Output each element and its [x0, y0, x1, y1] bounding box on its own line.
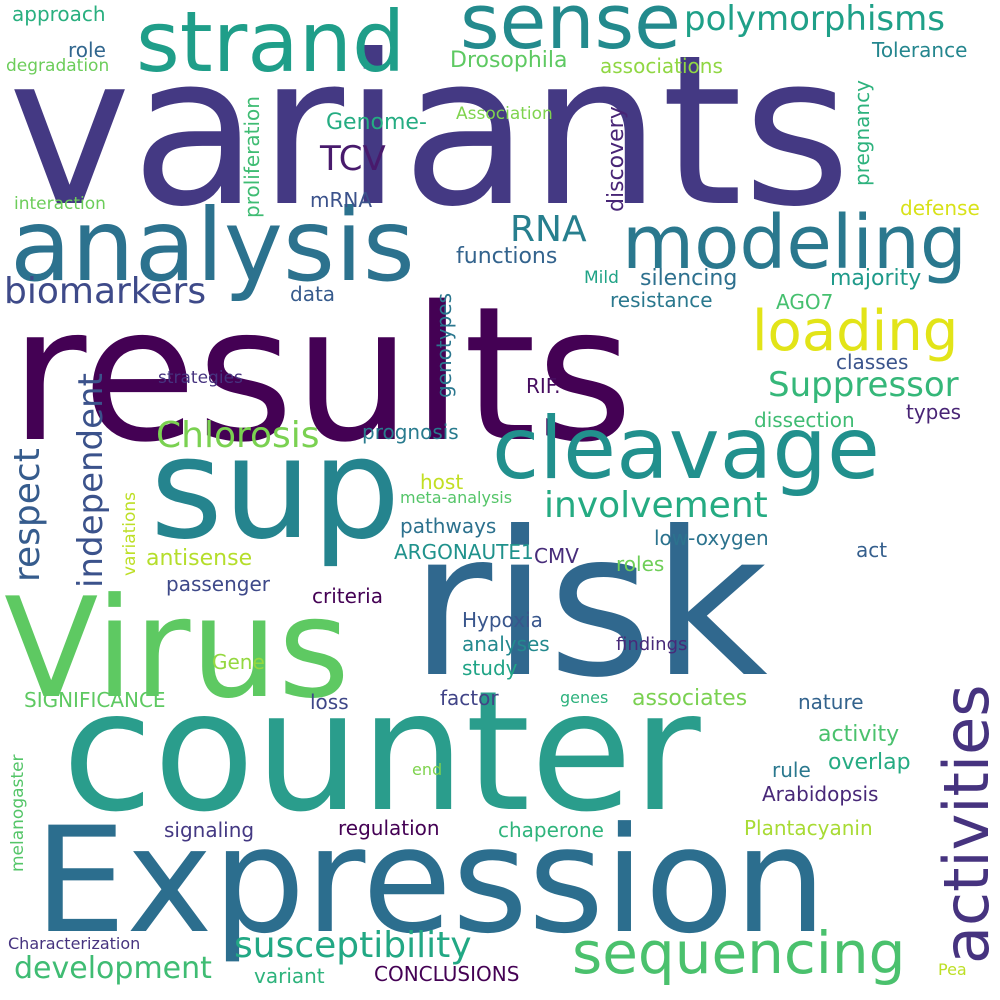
word-genes: genes	[560, 688, 609, 707]
word-data: data	[290, 282, 336, 306]
word-functions: functions	[456, 244, 558, 269]
word-pea: Pea	[938, 960, 967, 979]
word-variations: variations	[120, 491, 140, 576]
word-susceptibility: susceptibility	[234, 925, 472, 966]
word-dissection: dissection	[754, 408, 855, 432]
word-strand: strand	[136, 0, 406, 91]
word-genome: Genome-	[326, 110, 427, 135]
word-genotypes: genotypes	[432, 292, 456, 398]
word-activities: activities	[930, 684, 1000, 964]
word-factor: factor	[440, 686, 499, 710]
word-results: results	[10, 266, 634, 483]
word-biomarkers: biomarkers	[4, 271, 207, 312]
word-pregnancy: pregnancy	[850, 80, 874, 186]
word-sense: sense	[460, 0, 681, 66]
word-majority: majority	[830, 266, 922, 291]
word-analyses: analyses	[462, 632, 550, 656]
word-loading: loading	[752, 299, 959, 364]
word-end: end	[412, 760, 443, 779]
word-conclusions: CONCLUSIONS	[374, 962, 520, 986]
word-plantacyanin: Plantacyanin	[744, 816, 873, 840]
word-types: types	[906, 400, 962, 424]
word-regulation: regulation	[338, 816, 440, 840]
word-degradation: degradation	[6, 56, 110, 76]
word-variant: variant	[254, 964, 325, 988]
word-sup: sup	[150, 408, 401, 571]
word-findings: findings	[616, 634, 688, 655]
word-role: role	[68, 38, 106, 62]
word-melanogaster: melanogaster	[8, 754, 28, 872]
word-low-oxygen: low-oxygen	[654, 526, 769, 550]
word-characterization: Characterization	[8, 934, 141, 953]
word-expression: Expression	[34, 796, 827, 966]
word-analysis: analysis	[10, 187, 415, 304]
word-chlorosis: Chlorosis	[156, 415, 320, 456]
word-interaction: interaction	[14, 194, 106, 214]
word-roles: roles	[616, 552, 665, 576]
word-classes: classes	[836, 350, 909, 374]
word-ago7: AGO7	[776, 290, 834, 314]
word-associates: associates	[632, 686, 748, 711]
word-hypoxia: Hypoxia	[462, 608, 543, 632]
word-meta-analysis: meta-analysis	[400, 488, 513, 507]
word-variants: variants	[8, 11, 852, 253]
word-proliferation: proliferation	[240, 96, 264, 218]
word-passenger: passenger	[166, 572, 270, 596]
word-rif: RIF.	[526, 374, 561, 398]
word-suppressor: Suppressor	[768, 365, 959, 405]
word-act: act	[856, 538, 888, 562]
word-nature: nature	[798, 690, 864, 714]
word-tcv: TCV	[320, 139, 386, 179]
word-overlap: overlap	[828, 750, 911, 775]
word-risk: risk	[410, 489, 768, 722]
word-prognosis: prognosis	[362, 420, 459, 444]
word-approach: approach	[12, 2, 106, 26]
word-arabidopsis: Arabidopsis	[762, 782, 879, 806]
word-rule: rule	[772, 758, 811, 782]
word-associations: associations	[600, 54, 723, 78]
word-significance: SIGNIFICANCE	[24, 688, 166, 712]
word-virus: Virus	[4, 568, 350, 729]
word-signaling: signaling	[164, 818, 255, 842]
word-loss: loss	[310, 690, 349, 714]
word-sequencing: sequencing	[572, 919, 906, 987]
word-gene: Gene	[212, 650, 265, 674]
word-mrna: mRNA	[310, 188, 373, 212]
word-cleavage: cleavage	[492, 399, 880, 499]
word-involvement: involvement	[544, 485, 768, 526]
word-polymorphisms: polymorphisms	[684, 0, 945, 39]
word-pathways: pathways	[400, 514, 497, 538]
word-discovery: discovery	[604, 106, 629, 212]
word-drosophila: Drosophila	[450, 48, 568, 73]
word-activity: activity	[818, 722, 900, 747]
word-counter: counter	[62, 656, 701, 849]
word-host: host	[420, 470, 464, 494]
word-antisense: antisense	[146, 546, 253, 571]
word-study: study	[462, 656, 518, 680]
word-independent: independent	[71, 373, 111, 588]
word-mild: Mild	[584, 268, 619, 288]
word-rna: RNA	[510, 209, 587, 250]
word-silencing: silencing	[640, 266, 738, 291]
word-criteria: criteria	[312, 584, 383, 608]
word-respect: respect	[7, 448, 48, 582]
word-development: development	[14, 951, 212, 986]
word-defense: defense	[900, 196, 980, 220]
word-resistance: resistance	[610, 288, 713, 312]
word-tolerance: Tolerance	[872, 38, 968, 62]
word-association: Association	[456, 104, 553, 124]
word-chaperone: chaperone	[498, 818, 604, 842]
word-modeling: modeling	[622, 200, 967, 286]
word-strategies: strategies	[158, 368, 243, 388]
word-argonaute1: ARGONAUTE1	[394, 540, 534, 564]
word-cmv: CMV	[534, 544, 579, 568]
